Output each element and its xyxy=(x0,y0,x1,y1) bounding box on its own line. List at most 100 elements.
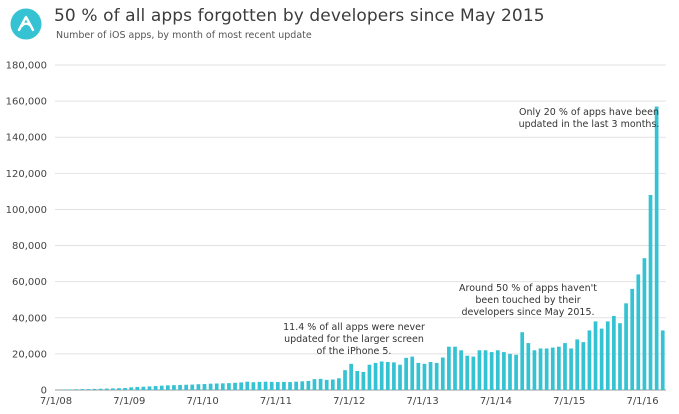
bar xyxy=(361,371,366,390)
bar xyxy=(245,381,250,390)
bar xyxy=(324,379,329,390)
annotation-text: updated for the larger screen xyxy=(284,334,424,345)
bar xyxy=(514,354,518,390)
bar xyxy=(233,382,237,390)
bar xyxy=(660,330,665,390)
x-tick-label: 7/1/08 xyxy=(40,396,72,407)
bar xyxy=(495,350,500,390)
bar xyxy=(404,357,408,390)
bar xyxy=(129,387,134,390)
x-tick-label: 7/1/14 xyxy=(480,396,512,407)
bar xyxy=(642,258,647,390)
annotation-text: of the iPhone 5. xyxy=(317,346,392,357)
bar xyxy=(373,362,378,390)
chart-title: 50 % of all apps forgotten by developers… xyxy=(54,6,545,26)
x-tick-label: 7/1/10 xyxy=(187,396,219,407)
bar xyxy=(257,381,262,391)
annotation-text: developers since May 2015. xyxy=(461,307,594,318)
annotation-text: Around 50 % of apps haven't xyxy=(459,283,597,294)
bar xyxy=(239,382,244,390)
bar xyxy=(581,342,586,390)
bar xyxy=(159,385,164,390)
bar xyxy=(68,389,72,390)
annotation-text: 11.4 % of all apps were never xyxy=(283,322,425,333)
bar xyxy=(489,352,494,390)
bar xyxy=(654,106,659,390)
bar xyxy=(214,383,219,390)
bar xyxy=(282,381,286,391)
bar xyxy=(624,303,628,390)
bar xyxy=(74,389,79,390)
bar xyxy=(599,328,604,390)
bar xyxy=(117,388,121,390)
bar xyxy=(410,356,415,390)
bar xyxy=(471,356,476,390)
bar xyxy=(220,383,225,390)
bar xyxy=(123,388,127,390)
y-tick-label: 100,000 xyxy=(6,205,47,216)
bar xyxy=(508,353,512,390)
bar xyxy=(343,370,347,390)
bar xyxy=(428,362,433,390)
bar xyxy=(648,195,653,390)
bar xyxy=(318,378,323,390)
bar xyxy=(202,384,207,390)
y-tick-label: 180,000 xyxy=(6,61,47,72)
bar xyxy=(465,355,470,390)
y-tick-label: 0 xyxy=(41,386,47,397)
bar xyxy=(587,330,592,390)
bar xyxy=(227,383,231,390)
x-tick-label: 7/1/11 xyxy=(260,396,292,407)
bar xyxy=(196,384,201,390)
bar xyxy=(538,348,543,390)
annotation-text: been touched by their xyxy=(475,295,580,306)
bar xyxy=(520,332,525,390)
bar xyxy=(392,362,396,391)
bar xyxy=(636,274,641,390)
bar xyxy=(263,381,268,390)
bar xyxy=(557,346,561,390)
bar xyxy=(618,323,622,390)
bar xyxy=(251,382,256,390)
annotation-text: updated in the last 3 months. xyxy=(519,119,660,130)
app-logo-icon xyxy=(10,8,42,40)
bar xyxy=(398,364,402,390)
bar xyxy=(135,386,140,390)
bar xyxy=(453,346,457,390)
x-tick-label: 7/1/16 xyxy=(626,396,658,407)
bar xyxy=(447,346,451,390)
bar xyxy=(288,382,292,390)
bar xyxy=(312,379,317,390)
bar xyxy=(92,388,97,390)
bar xyxy=(330,379,335,390)
x-tick-label: 7/1/13 xyxy=(407,396,439,407)
bar xyxy=(550,347,555,390)
x-tick-label: 7/1/09 xyxy=(113,396,145,407)
bar xyxy=(190,384,195,390)
bar xyxy=(153,386,158,390)
bar xyxy=(544,348,549,390)
bar xyxy=(459,350,463,390)
bar xyxy=(440,357,445,390)
bar xyxy=(385,362,390,390)
bar xyxy=(575,339,580,390)
y-tick-label: 80,000 xyxy=(12,241,47,252)
bar xyxy=(367,364,372,390)
bar xyxy=(275,382,280,390)
bar xyxy=(208,383,213,390)
bar xyxy=(98,388,103,390)
bar xyxy=(172,385,176,391)
y-tick-label: 120,000 xyxy=(6,169,47,180)
bar xyxy=(526,343,531,390)
bar xyxy=(612,315,616,390)
bar xyxy=(422,363,427,390)
bar xyxy=(630,288,635,390)
bar xyxy=(502,352,506,390)
bar xyxy=(294,381,298,390)
x-tick-label: 7/1/12 xyxy=(333,396,365,407)
bar xyxy=(416,362,421,390)
bar xyxy=(532,350,537,390)
bar xyxy=(605,321,610,390)
bar xyxy=(569,348,573,390)
